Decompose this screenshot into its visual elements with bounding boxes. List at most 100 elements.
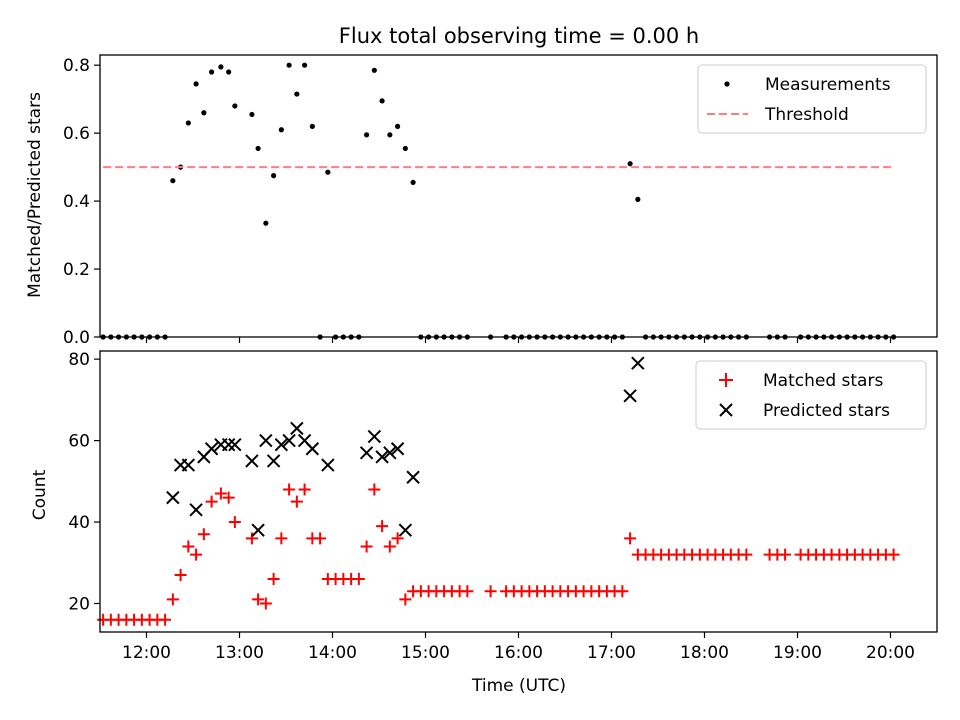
predicted-star-point xyxy=(245,454,259,468)
predicted-star-point xyxy=(266,454,281,468)
predicted-star-point xyxy=(359,446,374,460)
y-tick-label: 0.0 xyxy=(63,328,90,348)
measurement-point xyxy=(209,69,215,75)
y-tick-label: 0.6 xyxy=(63,124,90,144)
y-tick-label: 0.2 xyxy=(63,260,90,280)
top-legend-box xyxy=(697,64,927,134)
matched-star-point xyxy=(245,532,258,545)
x-tick-label: 15:00 xyxy=(401,643,450,663)
predicted-star-point xyxy=(367,429,382,444)
measurements-legend-marker xyxy=(724,81,730,87)
matched-star-point xyxy=(376,520,389,533)
matched-star-point xyxy=(267,573,280,586)
matched-star-point xyxy=(197,528,210,541)
bottom-panel: Count Time (UTC) 12:00 13:00 14:00 15:00 16:… xyxy=(30,350,938,696)
measurement-point xyxy=(402,145,408,152)
measurement-point xyxy=(218,64,224,70)
x-tick-label: 20:00 xyxy=(866,643,915,663)
bottom-xlabel: Time (UTC) xyxy=(471,676,566,696)
measurement-point xyxy=(193,81,199,87)
measurement-point xyxy=(410,179,416,186)
y-tick-label: 20 xyxy=(68,594,90,614)
predicted-legend-marker xyxy=(719,403,733,417)
matched-star-point xyxy=(391,532,404,545)
matched-star-point xyxy=(228,516,241,529)
x-tick-label: 16:00 xyxy=(494,643,543,663)
bottom-legend: Matched stars Predicted stars xyxy=(695,360,927,430)
matched-star-point xyxy=(887,548,900,561)
x-tick-label: 13:00 xyxy=(215,643,264,663)
bottom-axis-ticks: 12:00 13:00 14:00 15:00 16:00 17:00 18:00 19:00… xyxy=(68,350,915,663)
matched-star-point xyxy=(252,593,265,606)
bottom-plot-area xyxy=(97,356,900,626)
bottom-ylabel: Count xyxy=(30,469,50,520)
x-tick-label: 19:00 xyxy=(773,643,822,663)
matched-star-point xyxy=(616,585,629,598)
predicted-star-point xyxy=(274,437,289,452)
matched-star-point xyxy=(283,483,296,496)
matched-star-point xyxy=(779,548,792,561)
x-tick-label: 14:00 xyxy=(308,643,357,663)
y-tick-label: 40 xyxy=(68,513,90,533)
bottom-axes-frame xyxy=(99,350,938,633)
x-tick-label: 18:00 xyxy=(680,643,729,663)
x-tick-label: 12:00 xyxy=(122,643,171,663)
matched-star-point xyxy=(166,593,179,606)
y-tick-label: 60 xyxy=(68,432,90,452)
measurement-point xyxy=(263,220,269,226)
matched-star-point xyxy=(484,585,497,598)
threshold-legend-label: Threshold xyxy=(764,105,849,125)
measurement-point xyxy=(170,178,176,184)
matched-star-point xyxy=(624,532,637,545)
measurement-point xyxy=(627,161,633,167)
measurement-point xyxy=(325,169,331,175)
predicted-star-point xyxy=(181,458,196,472)
measurement-point xyxy=(302,62,308,68)
matched-star-point xyxy=(360,540,373,553)
measurement-point xyxy=(255,145,261,152)
measurement-point xyxy=(635,196,641,202)
predicted-star-point xyxy=(390,442,405,456)
measurement-point xyxy=(201,110,207,116)
matched-star-point xyxy=(399,593,412,606)
matched-star-point xyxy=(314,532,327,545)
measurement-point xyxy=(294,91,300,97)
predicted-star-point xyxy=(166,490,180,505)
measurement-point xyxy=(309,123,315,129)
predicted-star-point xyxy=(228,437,242,452)
predicted-star-point xyxy=(406,470,420,484)
matched-star-point xyxy=(352,573,365,586)
measurement-point xyxy=(249,111,255,118)
predicted-star-point xyxy=(375,450,389,464)
bottom-legend-box xyxy=(695,360,927,430)
x-tick-label: 17:00 xyxy=(587,643,636,663)
predicted-star-point xyxy=(290,421,304,436)
measurement-point xyxy=(226,69,232,75)
y-tick-label: 80 xyxy=(68,350,90,370)
predicted-star-point xyxy=(623,389,637,403)
top-title: Flux total observing time = 0.00 h xyxy=(339,24,699,48)
y-tick-label: 0.8 xyxy=(63,56,90,76)
matched-star-point xyxy=(259,597,272,610)
matched-legend-marker xyxy=(719,373,733,387)
measurement-point xyxy=(364,132,370,138)
measurement-point xyxy=(271,173,277,179)
matched-star-point xyxy=(182,540,195,553)
measurement-point xyxy=(278,127,284,133)
top-legend: Measurements Threshold xyxy=(697,64,927,134)
predicted-star-point xyxy=(204,442,219,456)
predicted-star-point xyxy=(305,442,320,456)
matched-star-point xyxy=(368,483,381,496)
matched-star-point xyxy=(214,487,227,500)
top-ylabel: Matched/Predicted stars xyxy=(25,92,45,298)
top-axis-ticks: 0.0 0.2 0.4 0.6 0.8 xyxy=(63,56,892,348)
measurement-point xyxy=(387,132,393,138)
matched-star-point xyxy=(205,495,218,508)
matched-legend-label: Matched stars xyxy=(763,371,883,391)
predicted-star-point xyxy=(321,458,335,472)
predicted-star-point xyxy=(251,523,265,537)
matched-star-point xyxy=(222,491,235,504)
matched-star-point xyxy=(275,532,288,545)
matched-star-point xyxy=(461,585,474,598)
